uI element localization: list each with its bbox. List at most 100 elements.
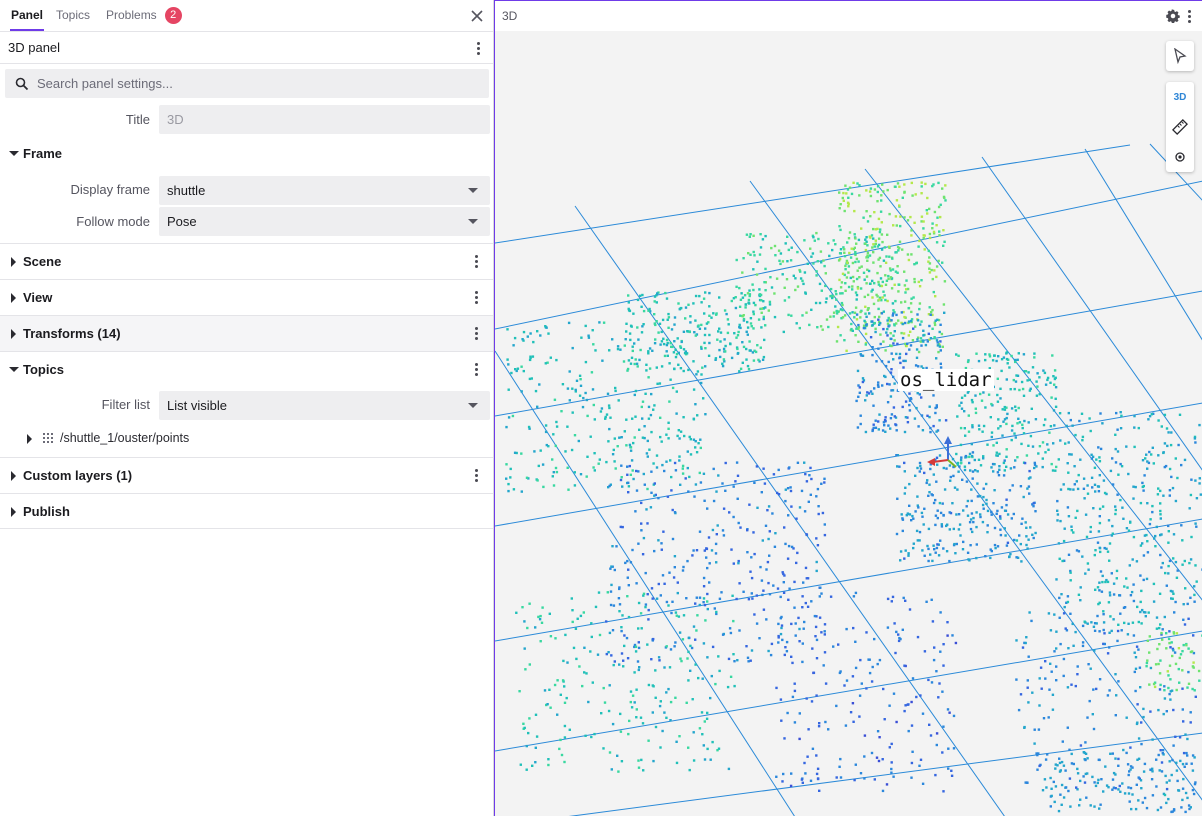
lidar-point [593, 452, 596, 455]
lidar-point [845, 627, 848, 631]
section-view[interactable]: View [0, 279, 493, 315]
lidar-point [1019, 542, 1022, 546]
gear-icon[interactable] [1166, 9, 1180, 23]
lidar-point [603, 701, 607, 704]
lidar-point [723, 309, 727, 312]
section-publish[interactable]: Publish [0, 493, 493, 529]
lidar-point [1098, 581, 1101, 584]
lidar-point [632, 477, 635, 481]
lidar-point [961, 478, 964, 481]
lidar-point [1075, 786, 1078, 789]
lidar-point [1143, 762, 1147, 766]
lidar-point [990, 466, 993, 469]
lidar-point [897, 639, 901, 643]
lidar-point [801, 314, 804, 317]
lidar-point [1063, 559, 1066, 562]
follow-mode-select[interactable]: Pose [159, 207, 490, 236]
lidar-point [915, 348, 919, 351]
lidar-point [1053, 424, 1056, 427]
lidar-point [703, 333, 707, 337]
section-menu-icon[interactable] [467, 466, 485, 484]
lidar-point [700, 381, 703, 385]
lidar-point [1146, 460, 1149, 463]
lidar-point [780, 719, 783, 722]
section-scene[interactable]: Scene [0, 243, 493, 279]
lidar-point [877, 237, 881, 240]
lidar-point [881, 183, 884, 186]
section-menu-icon[interactable] [467, 288, 485, 306]
lidar-point [985, 498, 988, 502]
lidar-point [534, 746, 537, 749]
lidar-point [796, 551, 799, 555]
lidar-point [926, 479, 929, 482]
section-transforms[interactable]: Transforms (14) [0, 315, 493, 351]
display-frame-select[interactable]: shuttle [159, 176, 490, 205]
lidar-point [996, 471, 1000, 474]
lidar-point [824, 272, 827, 275]
publish-tool-button[interactable] [1166, 142, 1194, 172]
lidar-point [1164, 571, 1167, 575]
lidar-point [658, 704, 662, 708]
lidar-point [616, 445, 619, 448]
measure-tool-button[interactable] [1166, 112, 1194, 142]
title-field[interactable]: 3D [159, 105, 490, 134]
lidar-point [1163, 689, 1166, 692]
section-menu-icon[interactable] [467, 360, 485, 378]
lidar-point [1065, 424, 1068, 428]
lidar-point [881, 429, 885, 432]
lidar-point [1110, 572, 1113, 575]
search-input[interactable] [37, 76, 457, 91]
lidar-point [1149, 768, 1152, 771]
lidar-point [811, 647, 814, 650]
lidar-point [563, 701, 567, 704]
lidar-point [853, 246, 856, 249]
lidar-point [941, 502, 944, 505]
lidar-point [1169, 443, 1173, 447]
select-tool-button[interactable] [1166, 41, 1194, 71]
lidar-point [613, 568, 616, 572]
3d-view-menu-icon[interactable] [1180, 7, 1198, 25]
section-menu-icon[interactable] [467, 252, 485, 270]
section-frame[interactable]: Frame [0, 136, 493, 172]
lidar-point [1182, 777, 1185, 781]
lidar-point [599, 410, 603, 413]
tab-panel[interactable]: Panel [9, 0, 45, 31]
lidar-point [748, 340, 751, 343]
3d-mode-toggle[interactable]: 3D [1173, 91, 1187, 103]
lidar-point [1074, 433, 1077, 437]
lidar-point [642, 472, 645, 476]
lidar-point [627, 359, 631, 362]
lidar-point [729, 675, 733, 678]
lidar-point [834, 290, 837, 293]
section-menu-icon[interactable] [467, 324, 485, 342]
section-topics[interactable]: Topics [0, 351, 493, 387]
topic-row[interactable]: /shuttle_1/ouster/points [0, 427, 493, 451]
lidar-point [907, 258, 911, 262]
caret-right-icon[interactable] [27, 434, 32, 444]
lidar-point [598, 633, 602, 637]
lidar-point [936, 543, 939, 546]
lidar-point [1041, 789, 1045, 792]
filter-list-select[interactable]: List visible [159, 391, 490, 420]
section-custom-layers[interactable]: Custom layers (1) [0, 457, 493, 493]
lidar-point [637, 338, 640, 341]
lidar-point [1172, 557, 1175, 560]
lidar-point [810, 255, 813, 258]
tab-topics[interactable]: Topics [56, 8, 91, 22]
lidar-point [653, 404, 656, 407]
lidar-point [1062, 674, 1065, 678]
lidar-point [730, 548, 733, 551]
lidar-point [835, 312, 839, 315]
lidar-point [1107, 519, 1111, 522]
close-icon[interactable] [469, 8, 485, 24]
tab-problems[interactable]: Problems 2 [106, 0, 182, 31]
lidar-point [1053, 369, 1057, 372]
lidar-point [579, 614, 583, 618]
3d-scene-canvas[interactable] [495, 31, 1202, 816]
lidar-point [1143, 796, 1147, 800]
lidar-point [706, 600, 709, 603]
lidar-point [804, 601, 807, 605]
panel-menu-icon[interactable] [469, 39, 487, 57]
lidar-point [634, 510, 637, 513]
lidar-point [738, 323, 741, 327]
